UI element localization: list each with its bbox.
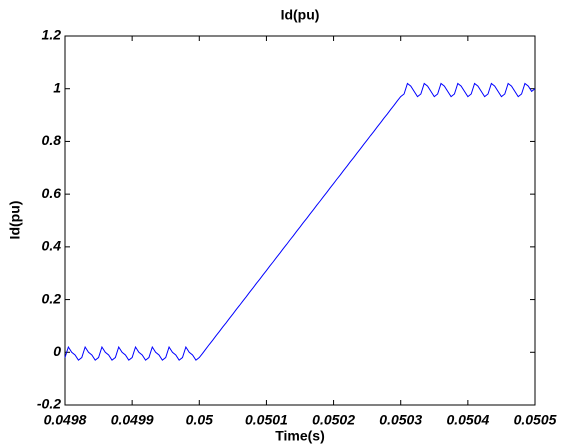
- y-tick-label: 0.4: [42, 238, 62, 254]
- x-tick-label: 0.0499: [111, 412, 154, 428]
- chart-title: Id(pu): [281, 7, 320, 23]
- y-axis-label: Id(pu): [7, 201, 23, 240]
- y-tick-label: -0.2: [37, 396, 61, 412]
- x-tick-label: 0.0502: [312, 412, 355, 428]
- y-tick-label: 0.8: [42, 132, 62, 148]
- x-axis-label: Time(s): [275, 428, 325, 444]
- x-tick-label: 0.0504: [446, 412, 489, 428]
- y-tick-label: 1.2: [42, 27, 62, 43]
- y-tick-label: 0.6: [42, 185, 62, 201]
- data-line: [64, 82, 536, 361]
- y-tick-label: 1: [53, 79, 61, 95]
- x-tick-label: 0.0503: [379, 412, 422, 428]
- x-tick-label: 0.0505: [514, 412, 557, 428]
- x-tick-label: 0.0498: [44, 412, 87, 428]
- x-tick-label: 0.0501: [245, 412, 288, 428]
- x-tick-label: 0.05: [186, 412, 213, 428]
- plot-area: [64, 35, 536, 406]
- y-tick-label: 0.2: [42, 290, 62, 306]
- y-tick-label: 0: [53, 343, 61, 359]
